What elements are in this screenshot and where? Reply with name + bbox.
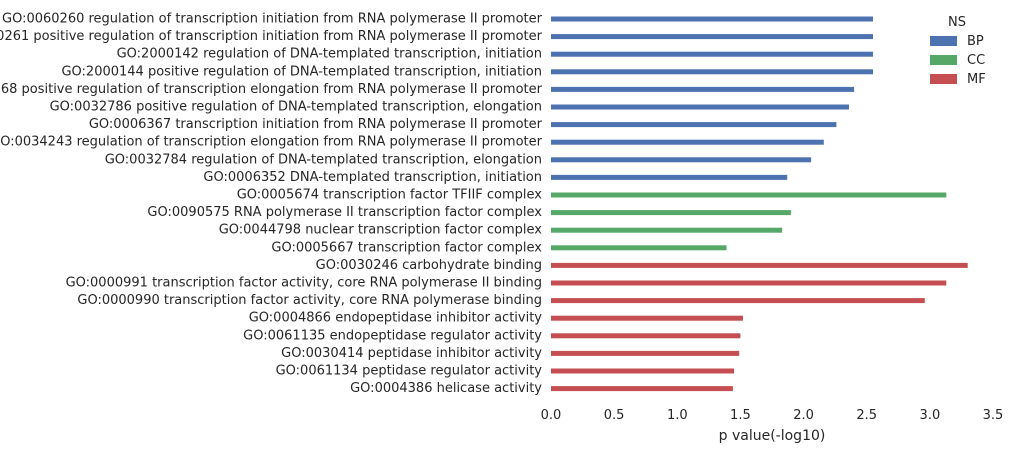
- category-label: GO:0032784 regulation of DNA-templated t…: [105, 152, 542, 167]
- bar-bp: [551, 86, 855, 92]
- category-label: GO:0060260 regulation of transcription i…: [2, 12, 543, 27]
- bar-cc: [551, 227, 783, 233]
- legend-title: NS: [948, 15, 966, 30]
- category-label: GO:0032786 positive regulation of DNA-te…: [50, 100, 542, 115]
- bar-bp: [551, 122, 837, 128]
- x-tick-label: 0.5: [604, 408, 625, 423]
- category-label: GO:0006367 transcription initiation from…: [89, 117, 543, 132]
- category-label: GO:0060261 positive regulation of transc…: [0, 29, 543, 44]
- bar-cc: [551, 210, 791, 216]
- category-label: GO:2000142 regulation of DNA-templated t…: [117, 47, 542, 62]
- category-label: GO:0005667 transcription factor complex: [271, 240, 542, 255]
- bar-mf: [551, 386, 733, 392]
- legend-swatch-bp: [930, 36, 957, 46]
- bars-layer: [551, 16, 968, 392]
- legend-swatch-mf: [930, 74, 957, 84]
- bar-mf: [551, 298, 925, 304]
- legend-label-cc: CC: [967, 53, 985, 68]
- bar-mf: [551, 280, 947, 286]
- category-label: GO:0061134 peptidase regulator activity: [276, 364, 543, 379]
- category-label: GO:0032968 positive regulation of transc…: [0, 82, 543, 97]
- legend: NS BP CC MF: [930, 15, 986, 87]
- category-label: GO:0004386 helicase activity: [350, 381, 542, 396]
- bar-cc: [551, 245, 727, 251]
- bar-mf: [551, 262, 968, 268]
- x-tick-label: 1.0: [667, 408, 688, 423]
- bar-bp: [551, 157, 812, 163]
- bar-bp: [551, 104, 849, 110]
- category-label: GO:0034243 regulation of transcription e…: [0, 135, 543, 150]
- x-tick-label: 1.5: [730, 408, 751, 423]
- x-tick-label: 0.0: [541, 408, 562, 423]
- bar-cc: [551, 192, 947, 198]
- category-label: GO:0030414 peptidase inhibitor activity: [281, 346, 542, 361]
- category-label: GO:2000144 positive regulation of DNA-te…: [61, 64, 542, 79]
- category-labels: GO:0060260 regulation of transcription i…: [0, 12, 543, 397]
- bar-bp: [551, 139, 824, 145]
- bar-mf: [551, 350, 740, 356]
- legend-label-bp: BP: [967, 34, 984, 49]
- legend-swatch-cc: [930, 55, 957, 65]
- category-label: GO:0005674 transcription factor TFIIF co…: [237, 188, 543, 203]
- x-tick-label: 3.5: [983, 408, 1004, 423]
- x-axis-label: p value(-log10): [719, 428, 826, 444]
- category-label: GO:0061135 endopeptidase regulator activ…: [243, 328, 542, 343]
- category-label: GO:0004866 endopeptidase inhibitor activ…: [249, 311, 543, 326]
- x-axis-ticks: 0.0 0.5 1.0 1.5 2.0 2.5 3.0 3.5: [541, 408, 1004, 423]
- bar-mf: [551, 333, 741, 339]
- category-label: GO:0044798 nuclear transcription factor …: [219, 223, 543, 238]
- category-label: GO:0030246 carbohydrate binding: [316, 258, 542, 273]
- category-label: GO:0000991 transcription factor activity…: [66, 276, 542, 291]
- category-label: GO:0006352 DNA-templated transcription, …: [203, 170, 542, 185]
- x-tick-label: 3.0: [920, 408, 941, 423]
- category-label: GO:0090575 RNA polymerase II transcripti…: [147, 205, 542, 220]
- bar-bp: [551, 34, 873, 40]
- bar-bp: [551, 69, 873, 75]
- x-tick-label: 2.5: [856, 408, 877, 423]
- bar-bp: [551, 174, 788, 180]
- x-tick-label: 2.0: [793, 408, 814, 423]
- category-label: GO:0000990 transcription factor activity…: [77, 293, 542, 308]
- legend-label-mf: MF: [967, 72, 986, 87]
- bar-bp: [551, 51, 873, 57]
- bar-mf: [551, 315, 743, 321]
- bar-mf: [551, 368, 735, 374]
- bar-bp: [551, 16, 873, 22]
